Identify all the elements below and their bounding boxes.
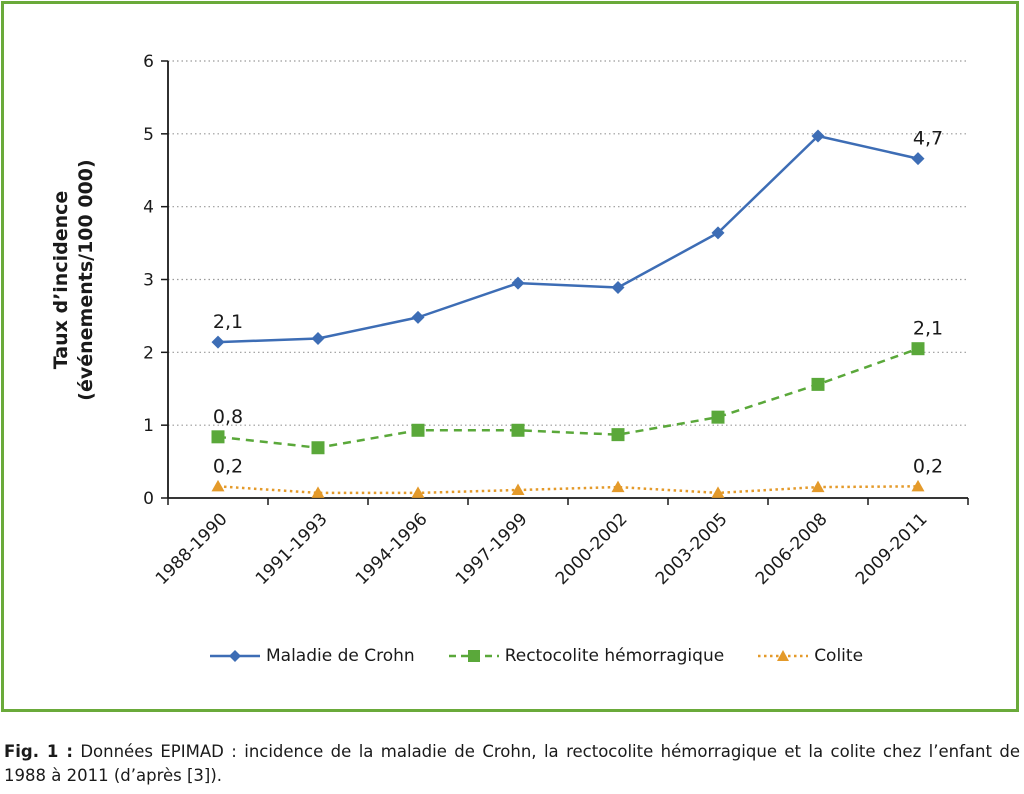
x-tick-label: 1988-1990 [152, 509, 232, 589]
x-tick-label: 1997-1999 [452, 509, 532, 589]
data-point-triangle [811, 480, 825, 493]
data-point-square [811, 377, 825, 391]
data-point-diamond [611, 281, 625, 295]
legend: Maladie de Crohn Rectocolite hémorragiqu… [210, 642, 897, 670]
data-point-triangle [411, 486, 425, 498]
x-tick-label: 2006-2008 [752, 509, 832, 589]
data-point-diamond [511, 276, 525, 290]
data-point-square [211, 430, 225, 444]
figure-caption: Fig. 1 : Données EPIMAD : incidence de l… [4, 740, 1020, 788]
series-line-0 [217, 134, 919, 344]
data-point-square [411, 423, 425, 437]
data-point-triangle [911, 479, 925, 492]
series-line-1 [217, 347, 919, 449]
legend-label: Colite [814, 646, 864, 666]
series-layer [211, 129, 925, 498]
grid-lines [168, 60, 968, 426]
data-labels: 2,1 4,7 0,8 2,1 0,2 0,2 [213, 128, 943, 478]
legend-label: Maladie de Crohn [266, 646, 415, 666]
data-point-diamond [911, 152, 925, 166]
legend-label: Rectocolite hémorragique [504, 646, 725, 666]
data-label: 2,1 [213, 311, 243, 333]
data-point-triangle [211, 479, 225, 492]
data-point-square [611, 428, 625, 442]
data-point-diamond [711, 226, 725, 240]
legend-item-colite: Colite [758, 646, 863, 666]
y-tick-label: 3 [143, 271, 154, 291]
data-point-triangle [311, 486, 325, 498]
y-tick-label: 0 [143, 489, 154, 509]
caption-label: Fig. 1 : [4, 742, 73, 761]
data-point-square [311, 441, 325, 455]
data-label: 0,2 [213, 455, 243, 477]
data-label: 0,8 [213, 406, 243, 428]
data-point-diamond [411, 310, 425, 324]
y-tick-label: 4 [143, 198, 154, 218]
x-tick-label: 1991-1993 [252, 509, 332, 589]
data-label: 4,7 [913, 128, 943, 150]
legend-crohn-marker-icon [210, 650, 260, 662]
data-point-diamond [811, 129, 825, 143]
legend-rch-marker-icon [448, 650, 499, 662]
line-chart: 0 1 2 3 4 5 6 1988-1990 1991-1993 1994-1996 1997-1… [50, 52, 969, 589]
data-point-triangle [611, 480, 625, 493]
series-line-2 [217, 485, 919, 495]
y-axis-label-unit: (événements/100 000) [75, 159, 97, 400]
data-point-square [511, 423, 525, 437]
x-tick-label: 2003-2005 [652, 509, 732, 589]
x-tick-label: 2000-2002 [552, 509, 632, 589]
legend-item-crohn: Maladie de Crohn [210, 646, 415, 666]
y-axis-label: Taux d’incidence [50, 191, 72, 370]
data-point-square [911, 342, 925, 356]
caption-text: Données EPIMAD : incidence de la maladie… [4, 742, 1020, 785]
data-point-diamond [311, 331, 325, 345]
y-tick-label: 1 [143, 416, 154, 436]
legend-colite-marker-icon [758, 650, 809, 661]
y-tick-label: 2 [143, 343, 154, 363]
x-tick-label: 1994-1996 [352, 509, 432, 589]
data-point-triangle [711, 486, 725, 498]
data-point-diamond [211, 335, 225, 349]
y-tick-label: 5 [143, 125, 154, 145]
data-label: 2,1 [913, 318, 943, 340]
figure-frame [1, 1, 1019, 712]
data-point-square [711, 410, 725, 424]
x-tick-label: 2009-2011 [852, 509, 932, 589]
data-label: 0,2 [913, 455, 943, 477]
legend-item-rch: Rectocolite hémorragique [448, 646, 725, 666]
y-tick-label: 6 [143, 52, 154, 72]
data-point-triangle [511, 483, 525, 495]
axes: 0 1 2 3 4 5 6 1988-1990 1991-1993 1994-1996 1997-1… [143, 52, 969, 589]
